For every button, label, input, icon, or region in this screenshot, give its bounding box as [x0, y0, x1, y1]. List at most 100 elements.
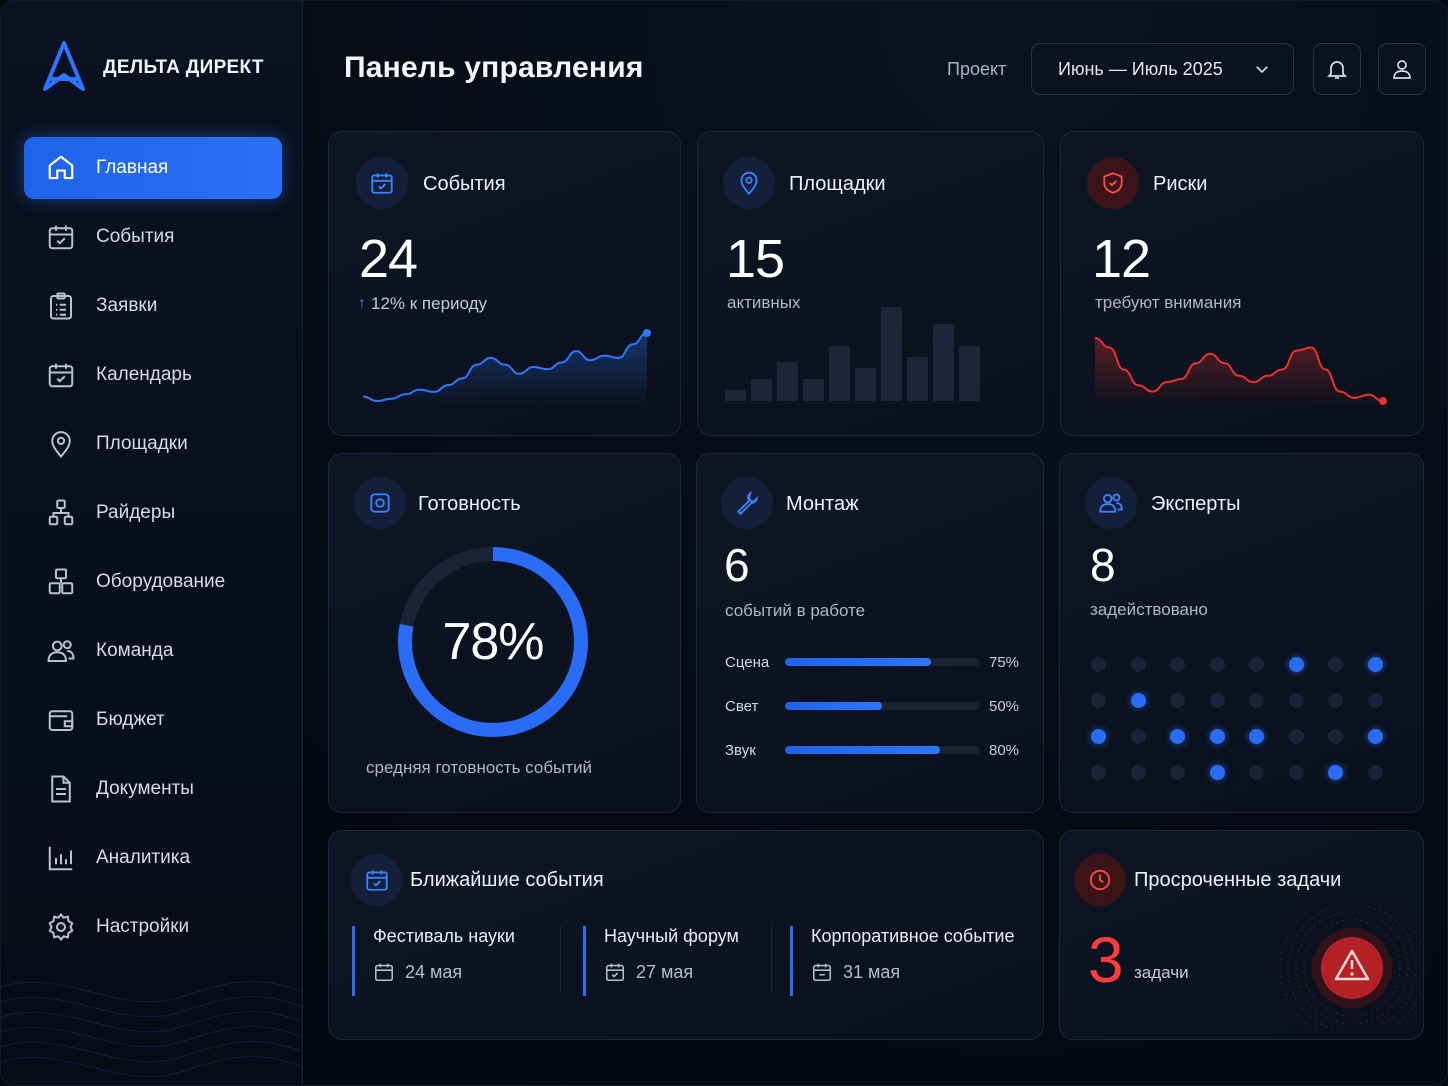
- progress-track: [785, 658, 979, 666]
- gear-icon: [48, 912, 74, 942]
- montage-count: 6: [724, 539, 750, 591]
- progress-label: Свет: [725, 697, 759, 715]
- progress-track: [785, 702, 979, 710]
- expert-dot: [1170, 765, 1185, 780]
- readiness-caption: средняя готовность событий: [366, 758, 593, 777]
- clock-icon: [1089, 869, 1111, 891]
- card-icon: [721, 477, 773, 529]
- venues-bar: [751, 378, 772, 401]
- card-title: События: [423, 173, 506, 195]
- chevron-down-icon: [1256, 66, 1268, 74]
- sidebar-item-budget[interactable]: Бюджет: [24, 689, 282, 751]
- venues-bar: [855, 367, 876, 401]
- upcoming-event-name: Научный форум: [604, 926, 739, 946]
- expert-dot: [1249, 765, 1264, 780]
- progress-percent: 50%: [989, 697, 1020, 715]
- expert-dot: [1367, 693, 1383, 708]
- expert-dot: [1130, 729, 1146, 744]
- expert-dot-active: [1091, 729, 1106, 744]
- upcoming-event-item[interactable]: Фестиваль науки 24 мая: [352, 926, 515, 996]
- trend-text: 12% к периоду: [371, 294, 488, 313]
- upcoming-event-date: 27 мая: [604, 961, 739, 983]
- home-icon: [48, 155, 74, 180]
- montage-card[interactable]: Монтаж 6 событий в работе Сцена 75% Свет…: [696, 453, 1044, 813]
- venues-count: 15: [726, 229, 785, 289]
- expert-dot-active: [1328, 765, 1343, 780]
- calendar-check-icon: [605, 963, 625, 982]
- sidebar-item-label: Аналитика: [96, 847, 191, 868]
- card-icon: [1074, 854, 1126, 906]
- progress-fill: [785, 702, 882, 710]
- venues-bar: [803, 378, 824, 401]
- venues-bar: [959, 345, 980, 401]
- risks-caption: требуют внимания: [1095, 293, 1242, 312]
- upcoming-card[interactable]: Ближайшие события: [328, 830, 1044, 1040]
- expert-dot-active: [1367, 729, 1383, 744]
- venues-bar: [829, 345, 850, 401]
- sidebar-item-documents[interactable]: Документы: [24, 758, 282, 820]
- expert-dot: [1170, 657, 1185, 672]
- sidebar-item-label: События: [96, 226, 175, 247]
- arrow-up-icon: ↑: [358, 295, 366, 312]
- calendar-check-icon: [366, 870, 388, 891]
- events-sparkline: [362, 329, 651, 407]
- wrench-icon: [737, 490, 759, 516]
- sidebar-item-requests[interactable]: Заявки: [24, 275, 282, 337]
- project-label: Проект: [947, 59, 1007, 79]
- decorative-waves: [1, 980, 302, 1078]
- sidebar-item-label: Настройки: [96, 916, 190, 937]
- venues-card[interactable]: Площадки 15 активных: [697, 131, 1044, 436]
- expert-dot-active: [1209, 765, 1225, 780]
- montage-caption: событий в работе: [725, 601, 866, 620]
- notifications-button[interactable]: [1313, 43, 1361, 95]
- sidebar-item-team[interactable]: Команда: [24, 620, 282, 682]
- progress-track: [785, 746, 979, 754]
- sidebar-item-label: Бюджет: [96, 709, 165, 730]
- calendar-icon: [812, 963, 832, 982]
- risks-card[interactable]: Риски 12 требуют внимания: [1060, 131, 1424, 436]
- readiness-card[interactable]: Готовность 78% средняя готовность событи…: [328, 453, 681, 813]
- sidebar-item-label: Документы: [96, 778, 194, 799]
- sidebar-item-label: Площадки: [96, 433, 188, 454]
- risks-sparkline: [1094, 337, 1387, 407]
- expert-dot-active: [1209, 729, 1225, 744]
- upcoming-event-item[interactable]: Корпоративное событие 31 мая: [790, 926, 1014, 996]
- progress-percent: 75%: [989, 653, 1020, 671]
- experts-caption: задействовано: [1090, 600, 1208, 619]
- shield-alert-icon: [1103, 172, 1123, 194]
- card-title: Эксперты: [1151, 493, 1241, 515]
- divider: [560, 926, 561, 992]
- card-title: Риски: [1153, 173, 1208, 195]
- expert-dot-active: [1170, 729, 1185, 744]
- expert-dot: [1091, 765, 1106, 780]
- users-icon: [1099, 493, 1123, 513]
- events-card[interactable]: События 24 ↑ 12% к периоду: [328, 131, 681, 436]
- clipboard-list-icon: [50, 292, 72, 320]
- map-pin-icon: [51, 431, 71, 459]
- expert-dot: [1170, 693, 1185, 708]
- experts-card[interactable]: Эксперты 8 задействовано: [1059, 453, 1424, 813]
- date-text: 27 мая: [636, 961, 694, 982]
- logo[interactable]: ДЕЛЬТА ДИРЕКТ: [41, 41, 264, 95]
- upcoming-event-item[interactable]: Научный форум 27 мая: [583, 926, 739, 996]
- expert-dot: [1288, 765, 1304, 780]
- overdue-caption: задачи: [1134, 963, 1189, 982]
- sparkline-area: [363, 333, 647, 407]
- sidebar-nav: Главная События Заявки Календарь Площадк…: [24, 137, 282, 965]
- sidebar-item-home[interactable]: Главная: [24, 137, 282, 199]
- card-title: Площадки: [789, 173, 886, 195]
- sparkline-area: [1095, 338, 1383, 407]
- sidebar-item-analytics[interactable]: Аналитика: [24, 827, 282, 889]
- page-title: Панель управления: [344, 51, 644, 84]
- sidebar-item-riders[interactable]: Райдеры: [24, 482, 282, 544]
- sidebar-item-events[interactable]: События: [24, 206, 282, 268]
- readiness-ring-chart: [398, 547, 588, 737]
- sidebar-item-equipment[interactable]: Оборудование: [24, 551, 282, 613]
- profile-button[interactable]: [1378, 43, 1426, 95]
- sidebar-item-settings[interactable]: Настройки: [24, 896, 282, 958]
- sidebar-item-calendar[interactable]: Календарь: [24, 344, 282, 406]
- venues-bar: [881, 307, 902, 401]
- period-select[interactable]: Июнь — Июль 2025: [1031, 43, 1294, 95]
- wallet-icon: [48, 710, 74, 731]
- sidebar-item-venues[interactable]: Площадки: [24, 413, 282, 475]
